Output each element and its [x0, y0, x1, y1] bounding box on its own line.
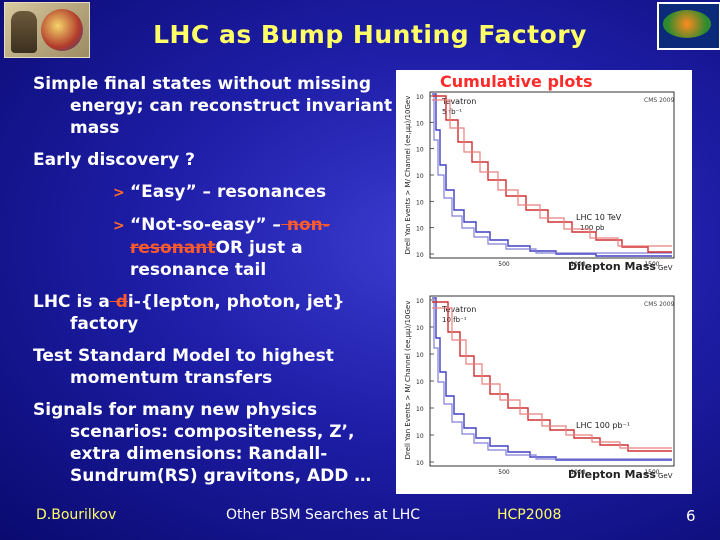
sub-bullet-easy: > “Easy” – resonances: [33, 181, 403, 204]
plot-top-ytick-label: 10: [416, 94, 424, 101]
plot-top-xtick-label: 500: [498, 261, 510, 268]
curve-top-red-b: [432, 99, 672, 247]
sub-bullet-not-so-easy: > “Not-so-easy” – non-resonantOR just a r…: [33, 214, 403, 281]
footer-author: D.Bourilkov: [36, 507, 117, 523]
sub-bullet-text-strike: non-resonant: [130, 215, 330, 258]
plot-bottom-frame: [429, 295, 675, 467]
plot-top-tag: CMS 2009: [644, 97, 675, 104]
plot-top-xlabel: Dilepton Mass: [568, 260, 656, 273]
plot-bottom-yticks: 10 10 10 10 10 10 10: [416, 298, 434, 467]
bullet-lhc-post: i-{lepton, photon, jet} factory: [70, 292, 345, 334]
plot-top-ytick-label: 10: [416, 173, 424, 180]
curve-bottom-blue-b: [432, 297, 672, 460]
plot-top-xtick-label: 1500: [644, 261, 659, 268]
globe-icon: [41, 9, 83, 51]
plot-bottom-unit: GeV: [658, 472, 673, 480]
plot-top-frame: [429, 91, 675, 259]
plot-bottom-ytick-label: 10: [416, 379, 424, 386]
plot-top-ylabel: Drell Yan Events > M/ Channel (ee,μμ)/10…: [404, 96, 412, 255]
sub-bullet-easy-text: “Easy” – resonances: [130, 182, 327, 202]
bullet-early-discovery: Early discovery ?: [33, 150, 196, 170]
atlas-logo: [4, 2, 90, 58]
plot-top-ytick-label: 10: [416, 120, 424, 127]
plot-bottom-ytick-label: 10: [416, 460, 424, 467]
plot-top-leg2: LHC 10 TeV: [576, 213, 622, 222]
plot-top-leg1-lumi: 5 fb⁻¹: [442, 108, 462, 116]
plot-bottom-xtick-label: 1500: [644, 469, 659, 476]
plot-top-xticks: 500 1000 1500: [498, 261, 660, 268]
curve-top-blue-b: [432, 93, 672, 254]
plot-top-xtick-label: 1000: [570, 261, 585, 268]
plot-bottom-ytick-label: 10: [416, 352, 424, 359]
plot-bottom-ytick-label: 10: [416, 433, 424, 440]
plot-top-yticks: 10 10 10 10 10 10 10: [416, 94, 434, 259]
plot-bottom-xtick-label: 500: [498, 469, 510, 476]
bullet-lhc-factory: LHC is a di-{lepton, photon, jet} factor…: [33, 291, 403, 335]
plot-bottom-ytick-label: 10: [416, 298, 424, 305]
bullet-lhc-pre: LHC is a: [33, 292, 110, 312]
arrow-icon: >: [113, 218, 125, 234]
plot-top-ytick-label: 10: [416, 252, 424, 259]
arrow-icon: >: [113, 185, 125, 201]
gator-icon: [663, 10, 711, 38]
plot-bottom-xtick-label: 1000: [570, 469, 585, 476]
plot-top-leg1: Tevatron: [441, 97, 476, 106]
plot-bottom-ylabel: Drell Yan Events > M/ Channel (ee,μμ)/10…: [404, 301, 412, 460]
footer-talk-title: Other BSM Searches at LHC: [226, 507, 421, 523]
plot-bottom-xlabel: Dilepton Mass: [568, 468, 656, 481]
cumulative-plots-panel: Drell Yan Events > M/ Channel (ee,μμ)/10…: [396, 70, 692, 494]
atlas-figure-icon: [11, 11, 37, 53]
plot-bottom-tag: CMS 2009: [644, 301, 675, 308]
curve-bottom-red-b: [432, 307, 672, 449]
sub-bullet-text-post: OR just a resonance tail: [130, 238, 303, 280]
plot-top-unit: GeV: [658, 264, 673, 272]
footer-conference: HCP2008: [497, 507, 562, 523]
plot-top-leg2-lumi: 100 pb: [580, 224, 605, 232]
cumulative-plots-label: Cumulative plots: [440, 72, 660, 91]
plot-bottom: Drell Yan Events > M/ Channel (ee,μμ)/10…: [404, 295, 675, 481]
plot-bottom-xticks: 500 1000 1500: [498, 469, 660, 476]
sub-bullet-text-pre: “Not-so-easy” –: [130, 215, 281, 235]
plots-svg: Drell Yan Events > M/ Channel (ee,μμ)/10…: [404, 91, 675, 481]
plot-bottom-leg1: Tevatron: [441, 305, 476, 314]
plot-bottom-leg1-lumi: 10 fb⁻¹: [442, 316, 467, 324]
curve-bottom-blue-a: [432, 297, 672, 461]
bullet-test-sm: Test Standard Model to highest momentum …: [33, 346, 334, 388]
curve-top-red-a: [432, 95, 672, 253]
bullet-new-physics: Signals for many new physics scenarios: …: [33, 400, 372, 486]
plot-top-ytick-label: 10: [416, 226, 424, 233]
plot-top-ytick-label: 10: [416, 147, 424, 154]
bullet-lhc-strike: d: [109, 292, 128, 312]
plot-bottom-ytick-label: 10: [416, 325, 424, 332]
slide-title: LHC as Bump Hunting Factory: [153, 20, 587, 49]
plot-bottom-leg2: LHC 100 pb⁻¹: [576, 421, 630, 430]
plot-top: Drell Yan Events > M/ Channel (ee,μμ)/10…: [404, 91, 675, 273]
plot-top-ytick-label: 10: [416, 199, 424, 206]
bullet-list: Simple final states without missing ener…: [33, 73, 403, 497]
plot-bottom-ytick-label: 10: [416, 406, 424, 413]
page-number: 6: [686, 507, 696, 525]
curve-top-blue-a: [432, 93, 672, 257]
bullet-final-states: Simple final states without missing ener…: [33, 74, 393, 138]
